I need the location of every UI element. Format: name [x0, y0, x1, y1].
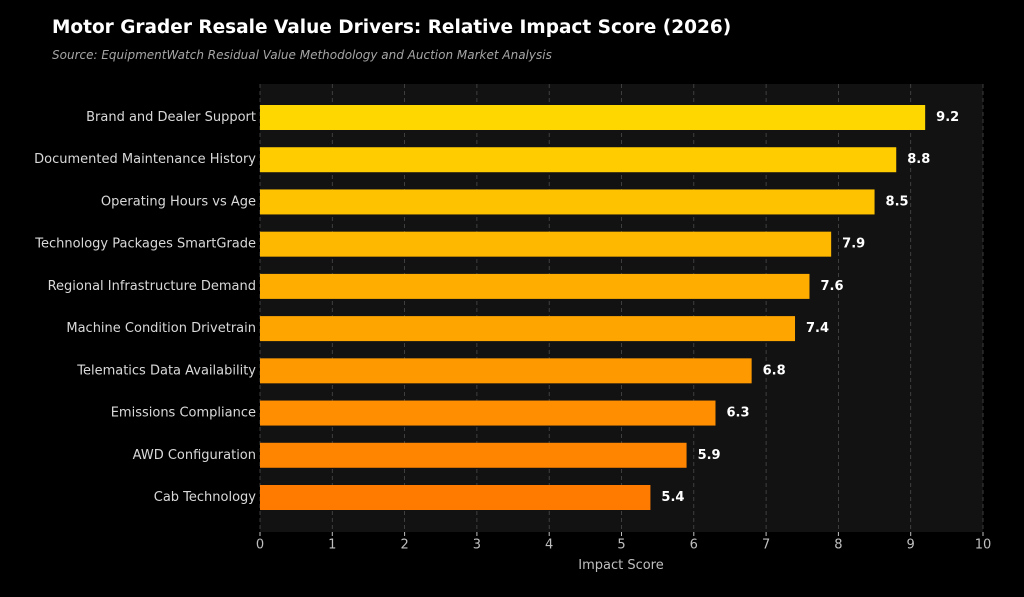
value-label: 8.8: [907, 152, 930, 167]
x-tick-label: 3: [473, 538, 481, 553]
bar: [260, 231, 832, 257]
bar: [260, 442, 687, 468]
category-label: Documented Maintenance History: [34, 152, 256, 167]
x-tick-label: 1: [328, 538, 336, 553]
category-label: AWD Configuration: [133, 448, 256, 463]
category-label: Technology Packages SmartGrade: [34, 237, 256, 252]
bar: [260, 273, 810, 299]
bar: [260, 189, 875, 215]
bar: [260, 358, 752, 384]
x-tick-label: 4: [545, 538, 553, 553]
x-tick-label: 2: [400, 538, 408, 553]
category-label: Telematics Data Availability: [76, 363, 256, 378]
value-labels: 9.2 8.8 8.5 7.9 7.6 7.4 6.8 6.3 5.9 5.4: [661, 110, 959, 505]
value-label: 8.5: [886, 194, 909, 209]
x-tick-label: 8: [834, 538, 842, 553]
category-label: Machine Condition Drivetrain: [66, 321, 256, 336]
x-tick-label: 10: [975, 538, 992, 553]
x-tick-label: 6: [690, 538, 698, 553]
value-label: 6.8: [763, 363, 786, 378]
category-label: Operating Hours vs Age: [101, 194, 256, 209]
bar: [260, 316, 796, 342]
category-label: Brand and Dealer Support: [86, 110, 256, 125]
x-axis-ticks: 0 1 2 3 4 5 6 7 8 9 10: [256, 532, 991, 553]
value-label: 7.4: [806, 321, 829, 336]
chart-title: Motor Grader Resale Value Drivers: Relat…: [52, 17, 732, 38]
x-tick-label: 0: [256, 538, 264, 553]
category-label: Cab Technology: [154, 490, 257, 505]
x-tick-label: 7: [762, 538, 770, 553]
category-labels: Brand and Dealer Support Documented Maint…: [34, 110, 256, 505]
value-label: 7.6: [820, 279, 843, 294]
bar: [260, 400, 716, 426]
value-label: 7.9: [842, 237, 865, 252]
value-label: 9.2: [936, 110, 959, 125]
bar: [260, 105, 926, 130]
chart-subtitle: Source: EquipmentWatch Residual Value Me…: [52, 48, 552, 62]
value-label: 5.9: [698, 448, 721, 463]
category-label: Emissions Compliance: [111, 406, 256, 421]
value-label: 5.4: [661, 490, 684, 505]
x-tick-label: 9: [907, 538, 915, 553]
value-label: 6.3: [726, 406, 749, 421]
bar: [260, 485, 651, 510]
bar: [260, 147, 897, 173]
x-tick-label: 5: [617, 538, 625, 553]
bars: [260, 105, 926, 510]
category-label: Regional Infrastructure Demand: [48, 279, 256, 294]
x-axis-label: Impact Score: [578, 558, 664, 573]
